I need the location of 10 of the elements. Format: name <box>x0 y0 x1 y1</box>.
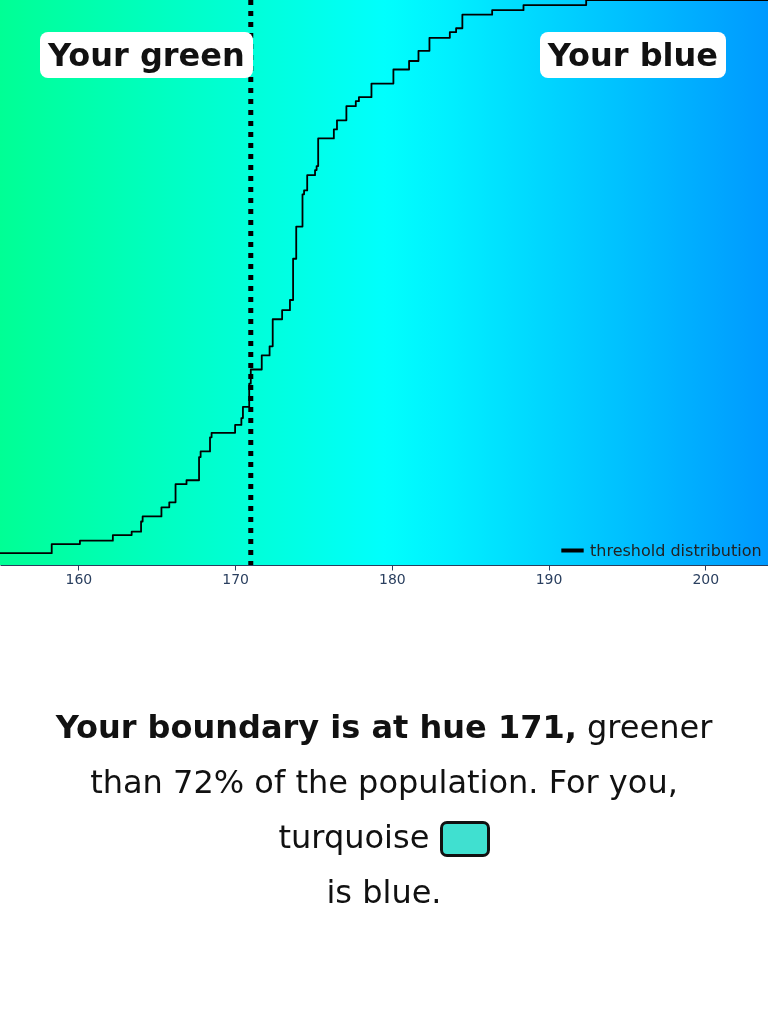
annotation: Your green <box>40 32 253 78</box>
x-tick-label: 170 <box>222 570 249 587</box>
annotation: Your blue <box>539 32 726 78</box>
x-tick-label: 200 <box>692 570 720 587</box>
x-tick-label: 190 <box>535 570 563 587</box>
x-tick-label: 160 <box>65 570 93 587</box>
legend-label: threshold distribution <box>590 540 762 560</box>
x-tick-label: 180 <box>378 570 406 587</box>
text: Your boundary is at hue 171, <box>55 708 577 746</box>
text: is blue. <box>326 873 442 911</box>
